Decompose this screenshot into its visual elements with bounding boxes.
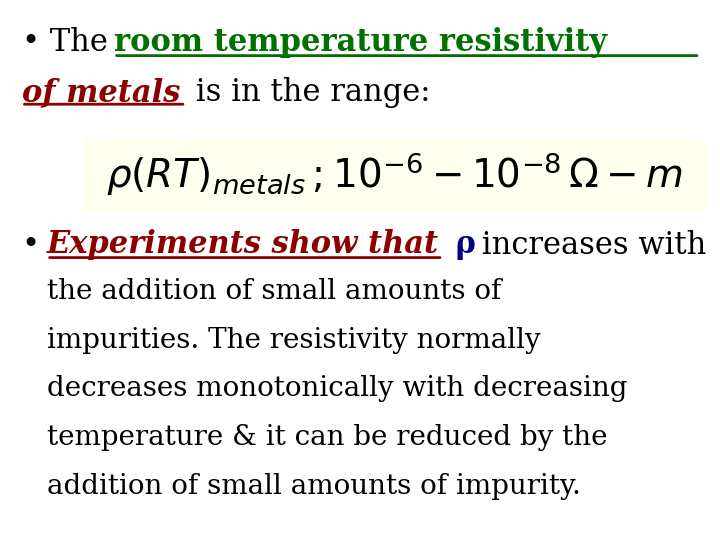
FancyBboxPatch shape — [83, 138, 706, 211]
Text: increases with: increases with — [472, 230, 706, 260]
Text: decreases monotonically with decreasing: decreases monotonically with decreasing — [47, 375, 627, 402]
Text: room temperature resistivity: room temperature resistivity — [114, 27, 607, 58]
Text: $\rho(RT)_{metals}\,;10^{-6}-10^{-8}\,\Omega - m$: $\rho(RT)_{metals}\,;10^{-6}-10^{-8}\,\O… — [106, 150, 683, 198]
Text: Experiments show that: Experiments show that — [47, 230, 439, 260]
Text: •: • — [22, 230, 50, 260]
Text: of metals: of metals — [22, 77, 180, 108]
Text: temperature & it can be reduced by the: temperature & it can be reduced by the — [47, 424, 607, 451]
Text: the addition of small amounts of: the addition of small amounts of — [47, 278, 501, 305]
Text: impurities. The resistivity normally: impurities. The resistivity normally — [47, 327, 541, 354]
Text: ρ: ρ — [445, 230, 476, 260]
Text: addition of small amounts of impurity.: addition of small amounts of impurity. — [47, 472, 580, 500]
Text: • The: • The — [22, 27, 117, 58]
Text: is in the range:: is in the range: — [186, 77, 431, 108]
